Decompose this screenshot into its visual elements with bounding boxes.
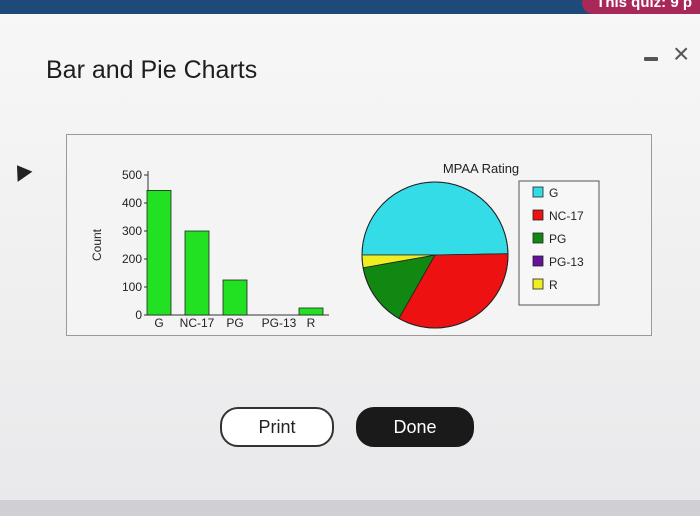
bar-x-tick-label: G <box>154 316 163 330</box>
legend-swatch-nc-17 <box>532 209 544 221</box>
legend-swatch-g <box>532 186 544 198</box>
legend-swatch-r <box>532 278 544 290</box>
bar-r <box>298 307 324 316</box>
top-bar <box>0 0 700 14</box>
dialog-title: Bar and Pie Charts <box>46 56 258 84</box>
legend-label: G <box>549 186 558 200</box>
pie-slice-g <box>361 181 509 256</box>
bar-chart: 0 100 200 300 400 500 Count G NC-17 PG PG-13 R <box>90 168 329 330</box>
bar-y-axis-label: Count <box>90 228 104 261</box>
bar-y-tick-label: 300 <box>122 224 142 238</box>
bar-x-tick-label: NC-17 <box>180 316 215 330</box>
legend-box <box>518 180 600 306</box>
legend-label: NC-17 <box>549 209 584 223</box>
bar-y-tick-label: 500 <box>122 168 142 182</box>
legend-swatch-pg <box>532 232 544 244</box>
legend-label: PG-13 <box>549 255 584 269</box>
quiz-progress-label: This quiz: 9 p <box>582 0 700 14</box>
bar-pg <box>222 279 248 316</box>
mouse-cursor-icon <box>9 160 33 182</box>
bar-x-tick-label: PG <box>226 316 243 330</box>
bar-x-tick-label: PG-13 <box>262 316 297 330</box>
pie-legend: G NC-17 PG PG-13 R <box>518 180 600 306</box>
bar-g <box>146 190 172 316</box>
pie-title: MPAA Rating <box>443 161 519 176</box>
bar-x-tick-label: R <box>307 316 316 330</box>
print-button[interactable]: Print <box>220 407 334 447</box>
legend-label: R <box>549 278 558 292</box>
legend-swatch-pg-13 <box>532 255 544 267</box>
bar-y-tick-label: 200 <box>122 252 142 266</box>
dialog: Bar and Pie Charts × 0 100 200 300 400 500 Cou… <box>0 14 700 500</box>
minimize-icon[interactable] <box>644 57 658 61</box>
done-button[interactable]: Done <box>356 407 474 447</box>
bar-y-tick-label: 100 <box>122 280 142 294</box>
pie-chart: MPAA Rating <box>361 161 519 329</box>
bar-y-tick-label: 0 <box>135 308 142 322</box>
chart-panel: 0 100 200 300 400 500 Count G NC-17 PG PG-13 R MPAA… <box>66 134 652 336</box>
close-icon[interactable]: × <box>673 38 690 69</box>
legend-label: PG <box>549 232 566 246</box>
charts-svg: 0 100 200 300 400 500 Count G NC-17 PG PG-13 R MPAA… <box>90 161 600 330</box>
bar-nc-17 <box>184 230 210 316</box>
pie-outline <box>361 181 509 329</box>
bar-y-tick-label: 400 <box>122 196 142 210</box>
